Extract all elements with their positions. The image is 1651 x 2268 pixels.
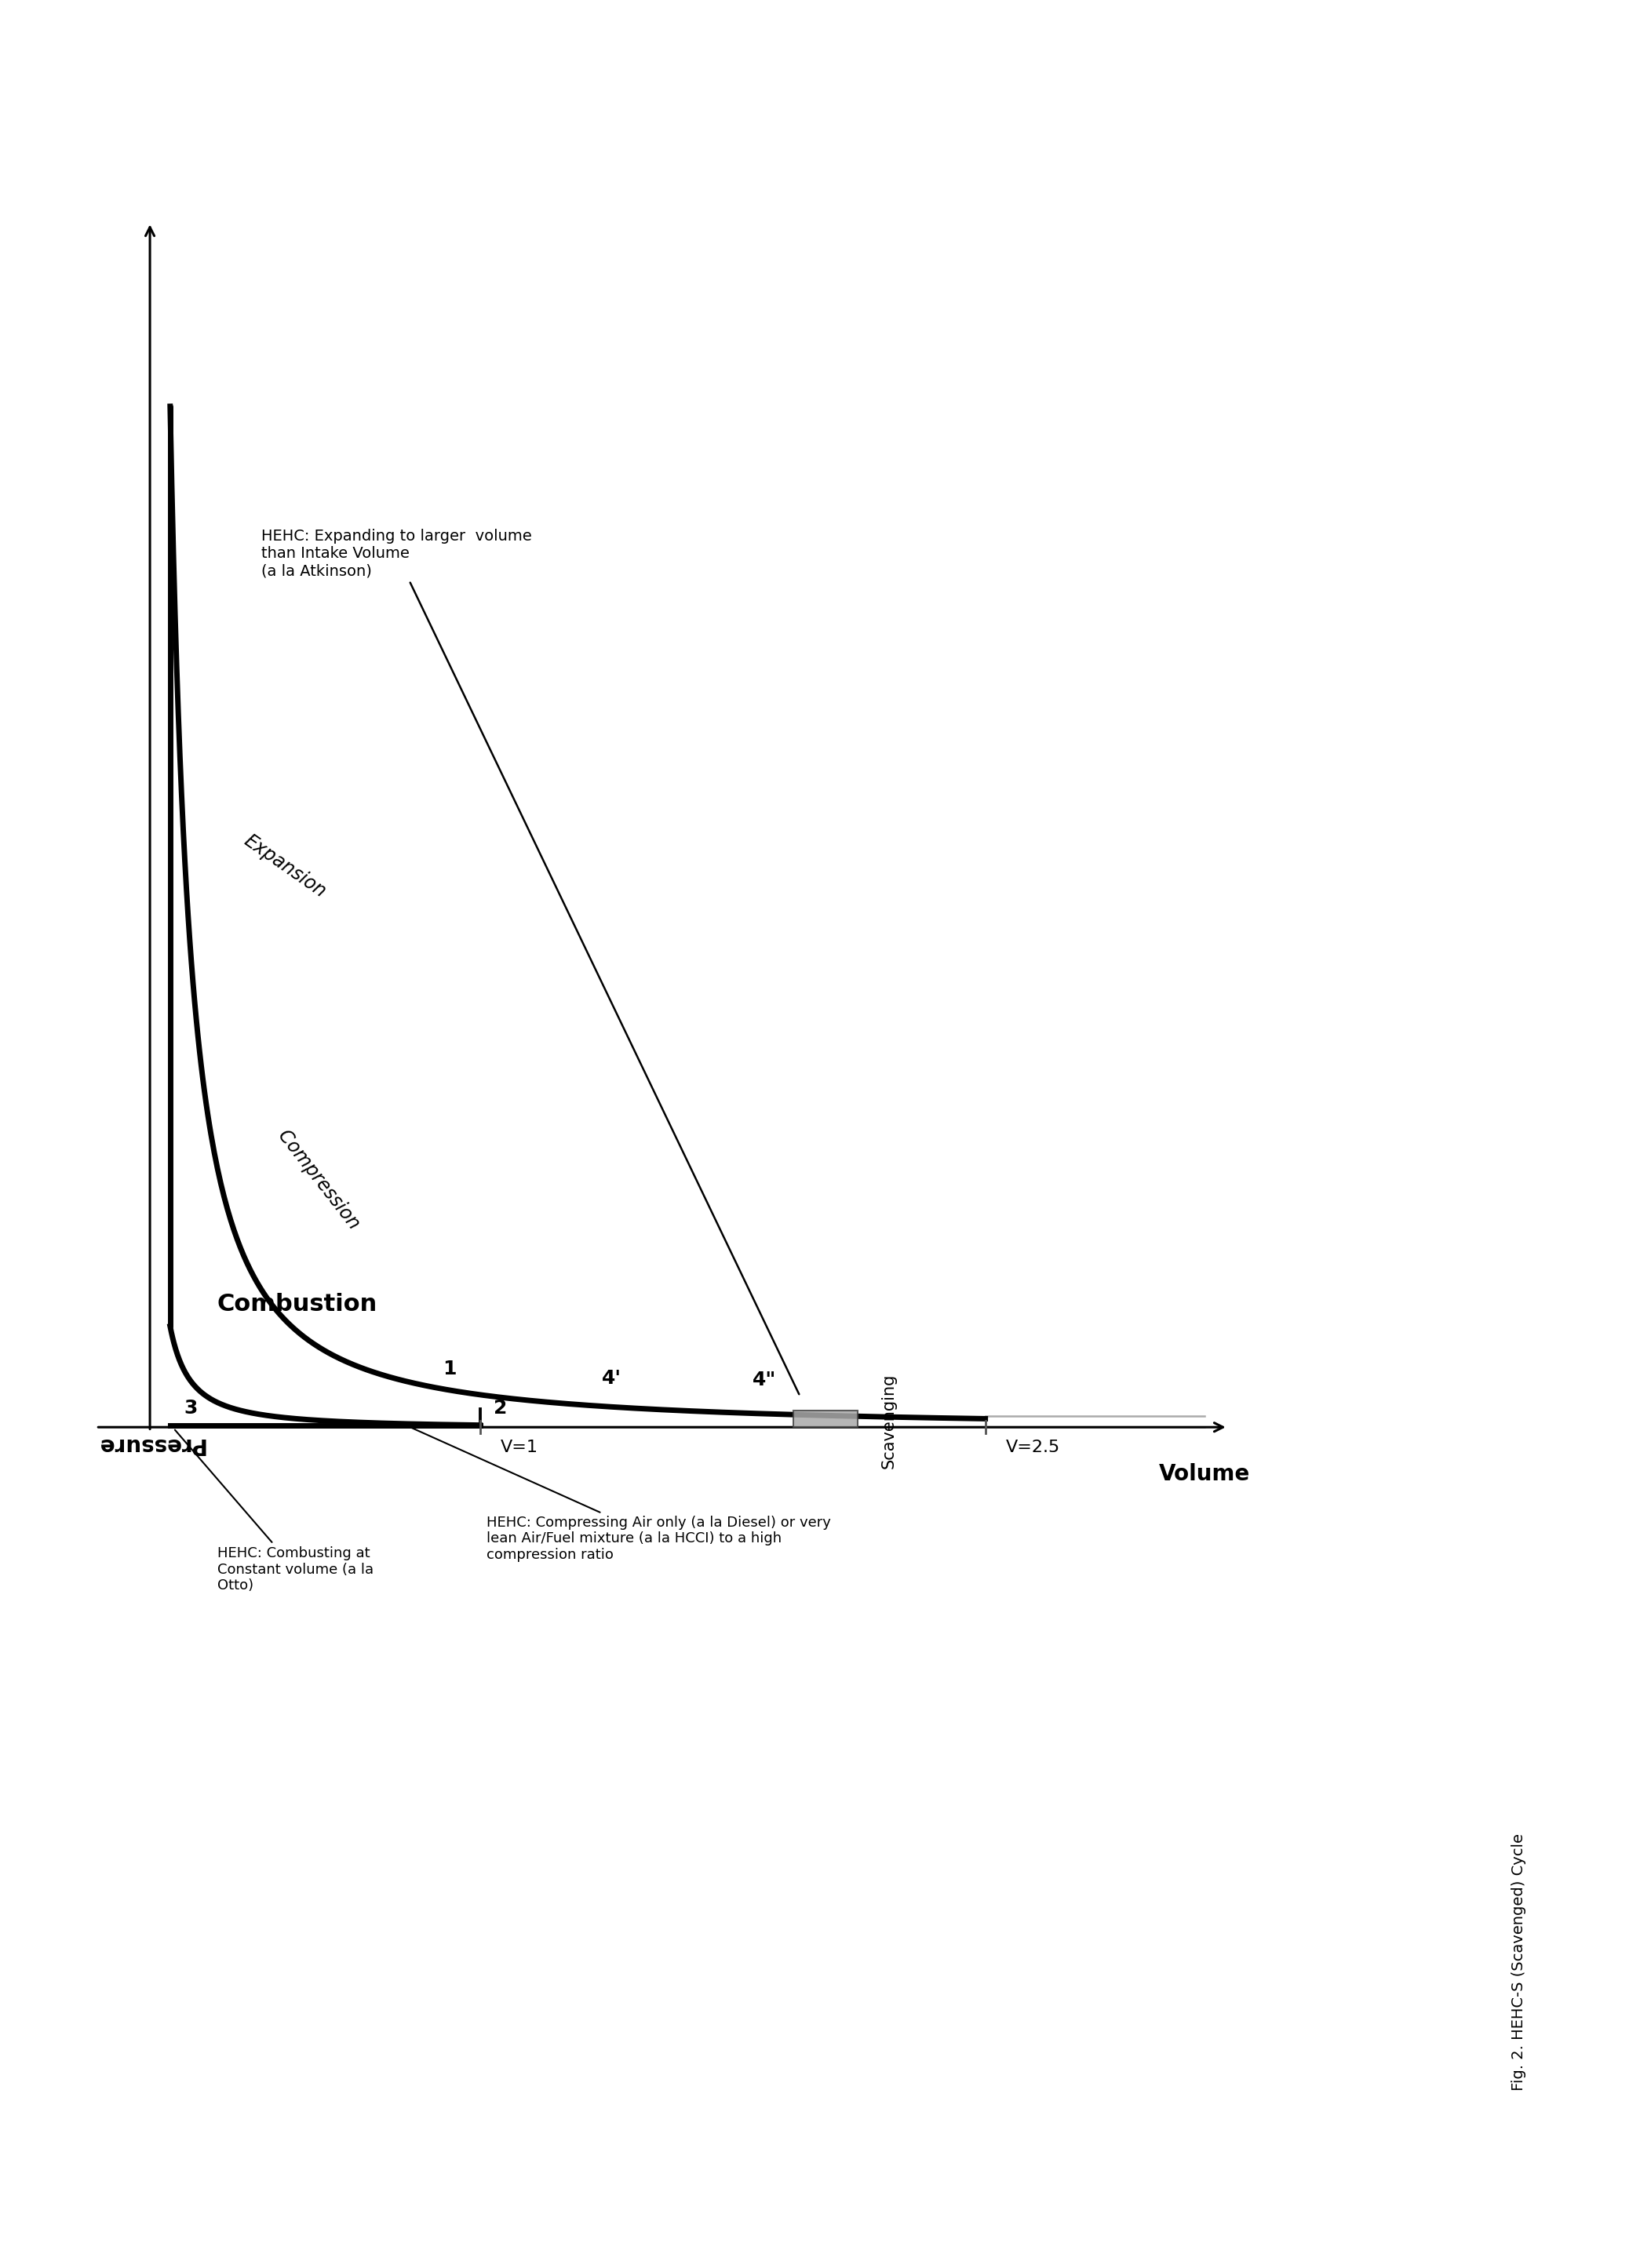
Text: Scavenging: Scavenging <box>882 1374 896 1467</box>
Text: 4": 4" <box>753 1370 776 1388</box>
Text: 2: 2 <box>494 1399 507 1418</box>
Text: 4': 4' <box>603 1370 621 1388</box>
Text: Combustion: Combustion <box>218 1293 378 1315</box>
Bar <box>792 1411 857 1427</box>
Text: Pressure: Pressure <box>96 1433 205 1456</box>
Text: V=2.5: V=2.5 <box>1005 1440 1060 1456</box>
Text: HEHC: Expanding to larger  volume
than Intake Volume
(a la Atkinson): HEHC: Expanding to larger volume than In… <box>261 528 799 1395</box>
Text: Expansion: Expansion <box>239 830 329 900</box>
Text: Fig. 2. HEHC-S (Scavenged) Cycle: Fig. 2. HEHC-S (Scavenged) Cycle <box>1511 1833 1527 2091</box>
Text: HEHC: Combusting at
Constant volume (a la
Otto): HEHC: Combusting at Constant volume (a l… <box>175 1429 373 1592</box>
Text: Volume: Volume <box>1159 1463 1250 1486</box>
Text: HEHC: Compressing Air only (a la Diesel) or very
lean Air/Fuel mixture (a la HCC: HEHC: Compressing Air only (a la Diesel)… <box>408 1427 830 1563</box>
Text: 1: 1 <box>442 1359 456 1379</box>
Text: V=1: V=1 <box>500 1440 538 1456</box>
Text: Compression: Compression <box>274 1127 363 1234</box>
Text: 3: 3 <box>183 1399 196 1418</box>
